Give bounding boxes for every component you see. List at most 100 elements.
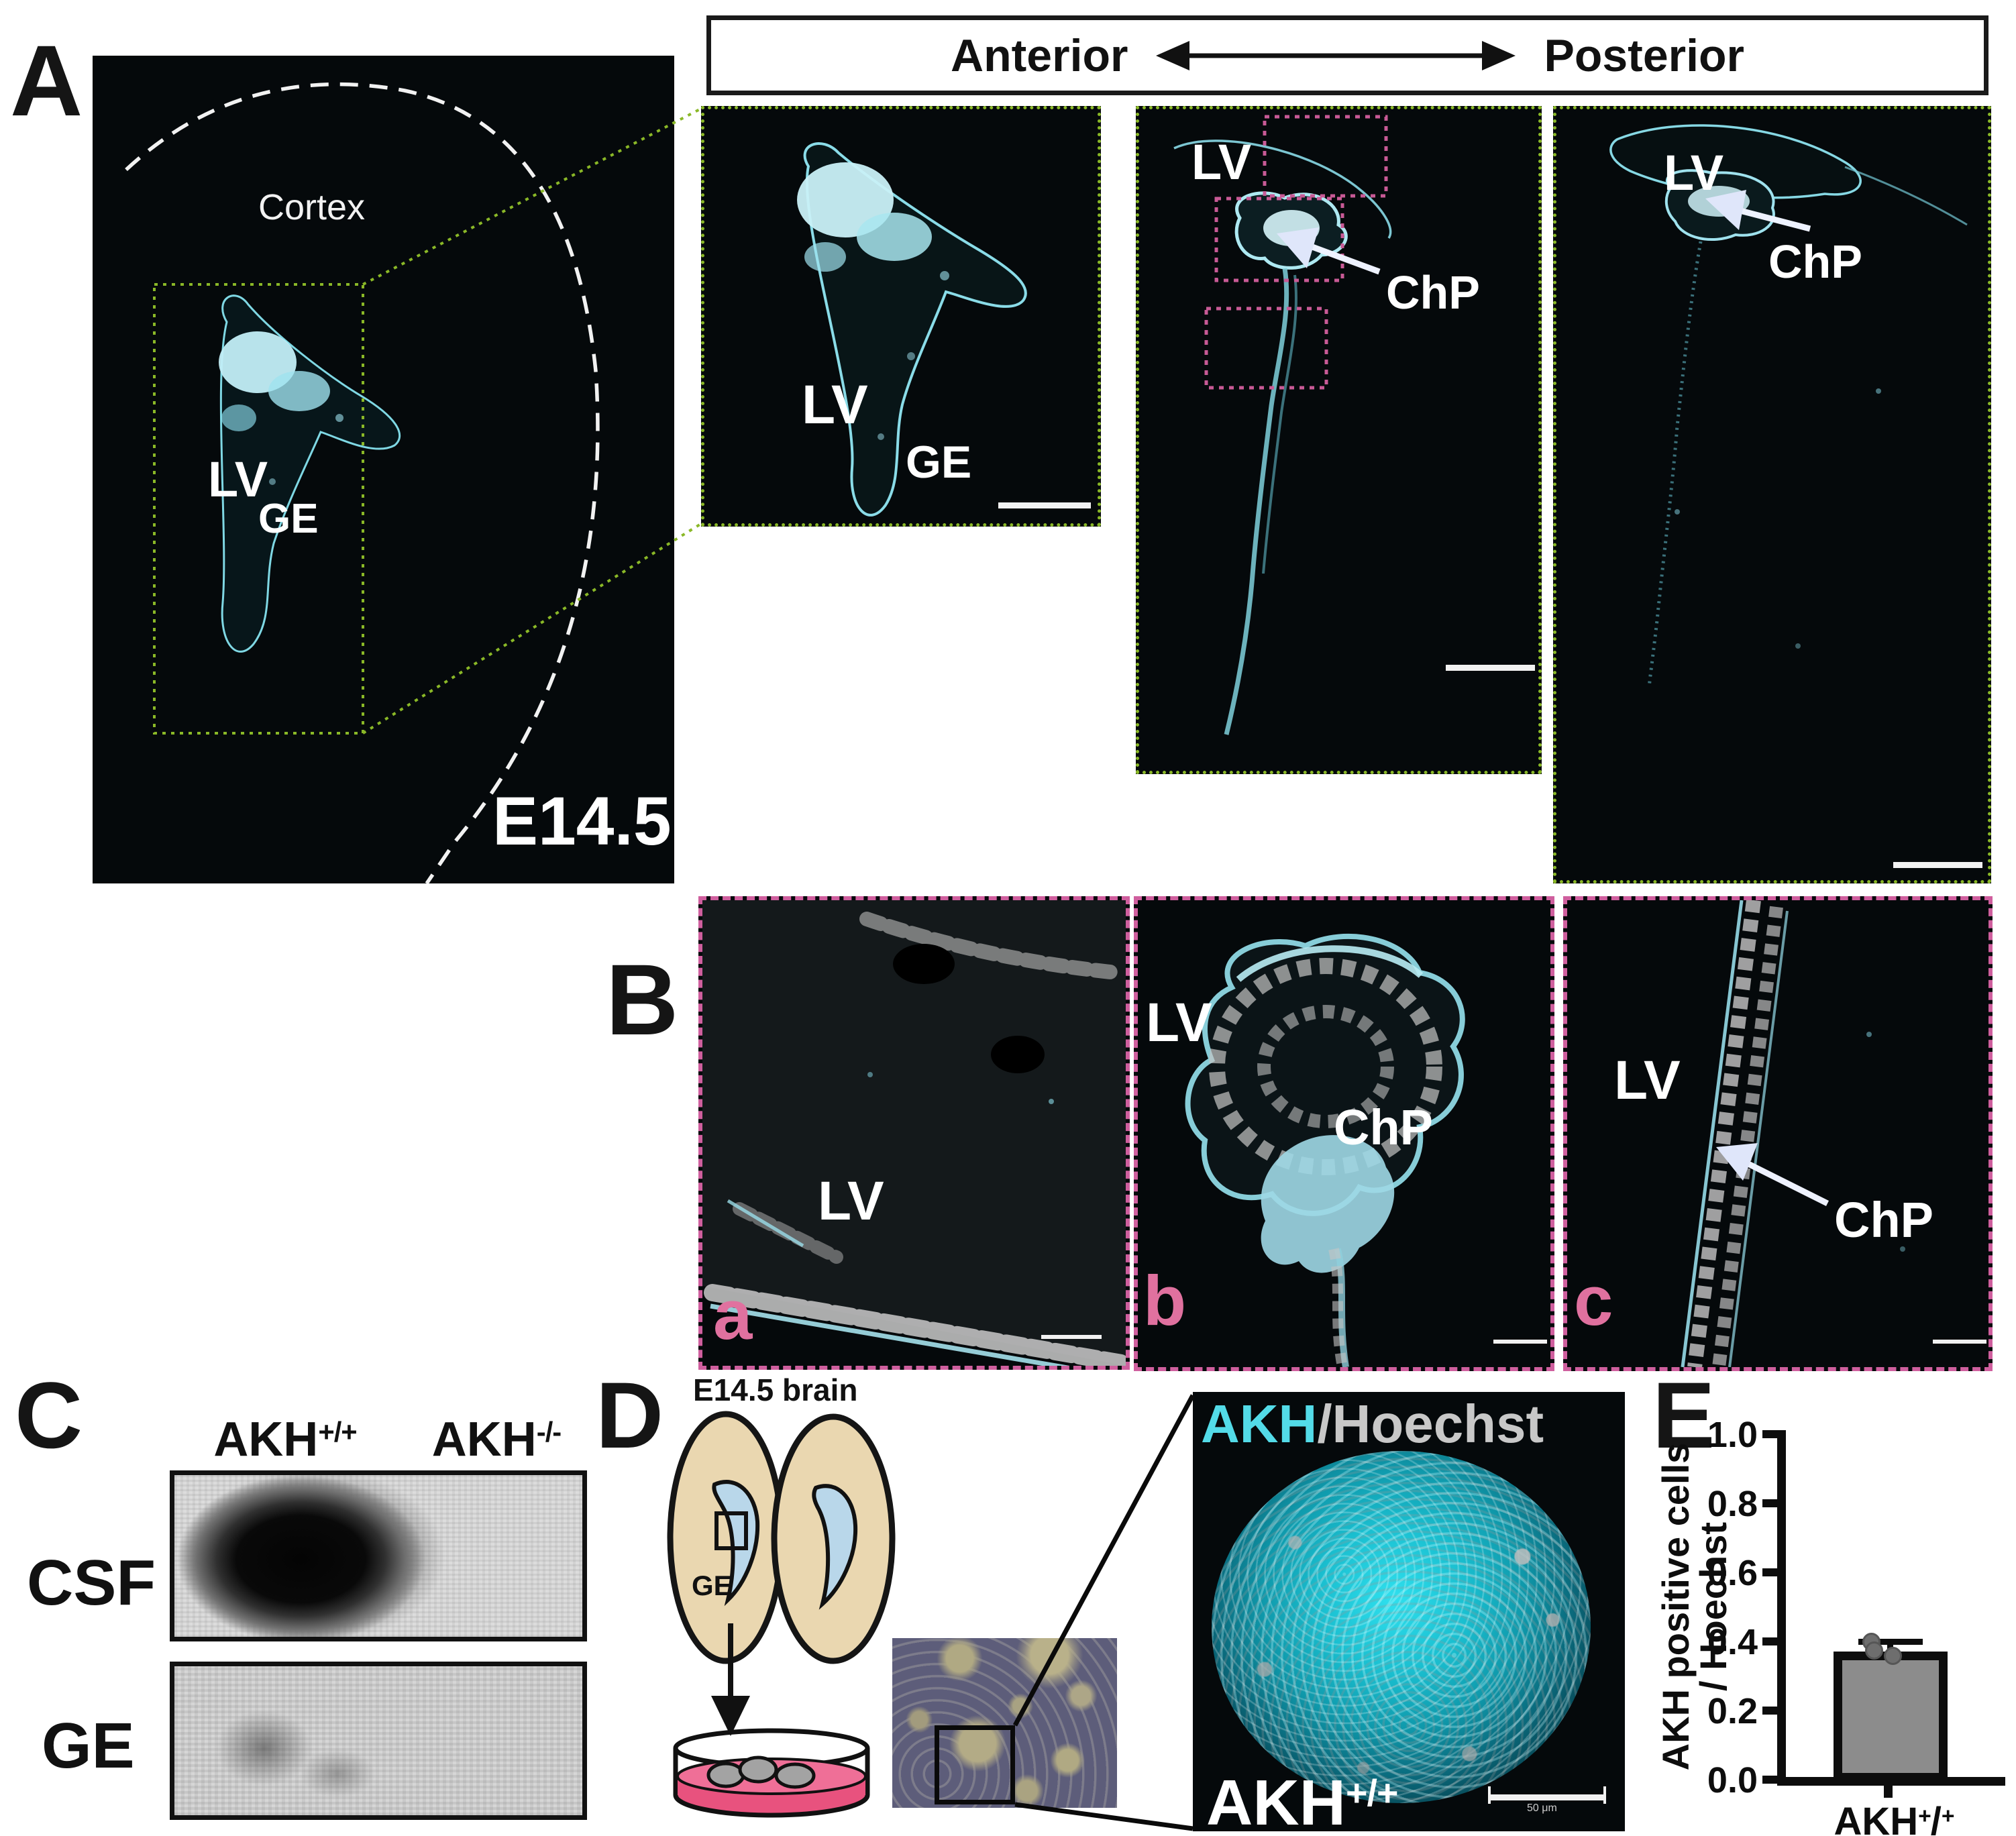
b-c-letter: c (1574, 1262, 1613, 1340)
c-col1-sup: +/+ (318, 1416, 357, 1448)
overview-lv-label: LV (208, 451, 268, 507)
csf-dot-blot (170, 1470, 587, 1641)
axis-header-box: Anterior Posterior (706, 15, 1988, 95)
e-xlabel-sup2: + (1941, 1804, 1955, 1829)
b-c-chp-arrow (1716, 1143, 1829, 1207)
e-yticklabel: 0.8 (1707, 1484, 1758, 1524)
panel-a-label: A (10, 24, 83, 137)
panel-b-image-c: LV ChP c (1563, 896, 1993, 1371)
zoom-panel-anterior: LV GE (701, 106, 1101, 527)
e-ytick (1762, 1499, 1778, 1507)
b-b-lv-label: LV (1146, 992, 1212, 1053)
stain-title: AKH/Hoechst (1201, 1397, 1544, 1451)
e-ytick (1762, 1568, 1778, 1576)
stain-hoechst: /Hoechst (1317, 1394, 1544, 1454)
posterior-label: Posterior (1544, 30, 1744, 81)
b-c-chp-label: ChP (1834, 1192, 1933, 1248)
panel-b-image-a: LV a (698, 896, 1130, 1370)
akh-hoechst-image: AKH/Hoechst AKH+/+ 50 μm (1193, 1392, 1625, 1831)
d-scalebar (1488, 1794, 1606, 1800)
d-scalebar-text: 50 μm (1527, 1802, 1557, 1814)
e-ytick (1762, 1430, 1778, 1438)
d-ge-label: GE (692, 1570, 733, 1601)
zoom3-scalebar (1893, 862, 1982, 868)
c-col2-base: AKH (431, 1413, 537, 1466)
zoom-panel-middle: LV ChP (1136, 106, 1542, 774)
b-c-lv-label: LV (1614, 1050, 1681, 1111)
brain-schematic (667, 1411, 896, 1664)
d-genotype-sup: +/+ (1345, 1772, 1398, 1815)
zoom1-ge-label: GE (906, 437, 972, 488)
c-column-ko-label: AKH-/- (403, 1412, 590, 1467)
tissue-piece (706, 1762, 745, 1788)
e-yticklabel: 0.0 (1707, 1760, 1758, 1800)
c-col2-sup: -/- (536, 1416, 562, 1448)
zoom-panel-posterior: LV ChP (1553, 106, 1991, 883)
e-xlabel: AKH+/+ (1823, 1799, 1964, 1836)
data-point (1884, 1647, 1902, 1665)
panel-e-label: E (1652, 1362, 1715, 1468)
zoom1-scalebar (998, 502, 1091, 508)
e-xlabel-sup1: + (1918, 1804, 1931, 1829)
overview-micrograph: Cortex LV GE E14.5 (93, 56, 674, 883)
anterior-label: Anterior (951, 30, 1128, 81)
e-yticklabel: 0.2 (1707, 1691, 1758, 1731)
b-c-graphics (1681, 900, 1905, 1367)
zoom3-chp-label: ChP (1768, 235, 1862, 288)
stain-akh: AKH (1201, 1394, 1318, 1454)
b-c-scalebar (1933, 1340, 1986, 1344)
b-a-lv-label: LV (818, 1171, 884, 1232)
lv-structure (219, 294, 401, 653)
panel-b-label: B (606, 943, 679, 1056)
e-ytick (1762, 1637, 1778, 1645)
e-yticklabel: 0.6 (1707, 1553, 1758, 1593)
zoom2-lv-label: LV (1191, 134, 1252, 190)
inset-connector-bottom (1014, 1802, 1193, 1831)
d-title: E14.5 brain (693, 1372, 858, 1407)
zoom3-chp-arrow (1705, 190, 1811, 232)
culture-inset-box (935, 1725, 1015, 1804)
e-x-tick (1884, 1786, 1893, 1798)
cortex-label: Cortex (258, 187, 366, 227)
d-genotype-base: AKH (1206, 1767, 1346, 1832)
zoom2-chp-label: ChP (1386, 266, 1480, 319)
e-yticklabel: 1.0 (1707, 1415, 1758, 1455)
data-point (1865, 1641, 1883, 1660)
petri-dish (673, 1728, 870, 1818)
e-yticklabel: 0.4 (1707, 1622, 1758, 1662)
e-xlabel-mid: / (1930, 1800, 1942, 1836)
zoom2-graphics (1173, 115, 1392, 735)
b-b-graphics (1185, 933, 1465, 1367)
b-a-graphics (702, 900, 1126, 1366)
e-y-axis (1777, 1430, 1786, 1786)
e-ytick (1762, 1707, 1778, 1715)
overview-graphics (125, 82, 600, 883)
zoom2-scalebar (1446, 665, 1535, 671)
c-column-wt-label: AKH+/+ (191, 1412, 379, 1467)
panel-b-image-b: LV ChP b (1134, 896, 1554, 1371)
neurosphere-texture (1212, 1451, 1591, 1803)
c-row-ge-label: GE (42, 1710, 135, 1782)
right-ventricle-shape (812, 1484, 858, 1610)
zoom1-graphics (797, 142, 1027, 517)
zoom1-lv-label: LV (802, 374, 868, 435)
b-a-letter: a (713, 1276, 753, 1354)
tissue-piece (774, 1762, 816, 1789)
c-row-csf-label: CSF (27, 1547, 156, 1619)
panel-d-label: D (596, 1362, 664, 1468)
d-scalebar-cap-left (1488, 1786, 1491, 1804)
ge-dot-blot (170, 1662, 587, 1820)
zoom2-chp-arrow (1277, 227, 1381, 275)
zoom3-graphics (1609, 124, 1968, 688)
e-xlabel-base: AKH (1834, 1800, 1919, 1836)
b-b-scalebar (1493, 1340, 1547, 1344)
culture-photo (892, 1638, 1117, 1808)
panel-c-label: C (15, 1362, 83, 1468)
e-ytick (1762, 1776, 1778, 1784)
error-cap (1858, 1639, 1923, 1645)
b-b-chp-label: ChP (1334, 1099, 1433, 1155)
d-scalebar-cap-right (1603, 1786, 1606, 1804)
stage-label: E14.5 (492, 783, 672, 859)
zoom-region-rect (153, 283, 364, 735)
zoom3-lv-label: LV (1664, 145, 1724, 201)
